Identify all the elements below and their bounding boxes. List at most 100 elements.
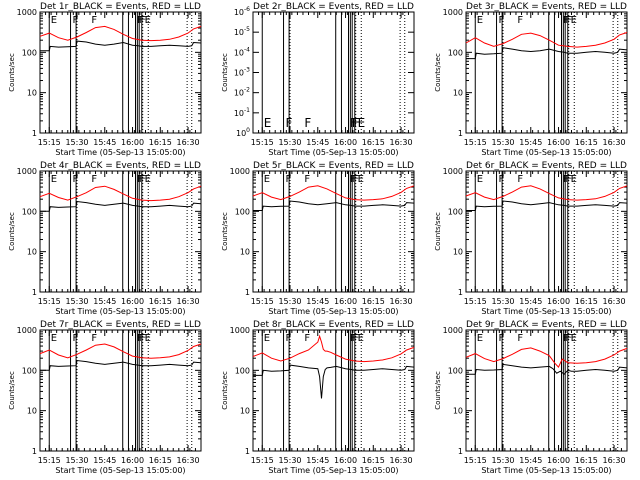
events-series-line bbox=[40, 359, 202, 371]
event-marker-e: E bbox=[264, 174, 270, 185]
y-tick-label: 100 bbox=[22, 207, 37, 216]
panel-title: Det 5r_BLACK = Events, RED = LLD bbox=[253, 161, 414, 171]
y-axis-label: Counts/sec bbox=[221, 371, 229, 410]
lld-series-line bbox=[465, 185, 628, 201]
y-tick-label: 1 bbox=[32, 288, 37, 297]
event-marker-f: F bbox=[567, 15, 573, 26]
y-tick-label: 100 bbox=[448, 207, 463, 216]
x-tick-label: 15:30 bbox=[65, 456, 88, 465]
x-tick-label: 16:00 bbox=[547, 297, 570, 306]
y-tick-label: 1 bbox=[458, 288, 463, 297]
x-tick-label: 16:15 bbox=[362, 138, 385, 147]
x-tick-label: 15:30 bbox=[65, 297, 88, 306]
lld-series-line bbox=[39, 343, 202, 359]
event-marker-e: E bbox=[358, 116, 366, 130]
x-tick-label: 16:30 bbox=[177, 297, 200, 306]
y-tick-label: 100 bbox=[22, 366, 37, 375]
x-tick-label: 16:00 bbox=[334, 456, 357, 465]
x-tick-label: 15:30 bbox=[491, 456, 514, 465]
events-series-line bbox=[253, 364, 415, 399]
event-marker-e: E bbox=[51, 333, 57, 344]
event-marker-f: F bbox=[304, 174, 310, 185]
x-tick-label: 15:45 bbox=[306, 138, 329, 147]
y-tick-label: 100 bbox=[448, 366, 463, 375]
event-marker-e: E bbox=[571, 15, 577, 26]
event-marker-f: F bbox=[565, 333, 571, 344]
y-tick-label: 1000 bbox=[230, 167, 250, 176]
y-tick-label: 10 bbox=[240, 248, 250, 257]
y-tick-label: 10-4 bbox=[234, 46, 250, 57]
panel-title: Det 1r_BLACK = Events, RED = LLD bbox=[40, 2, 201, 12]
x-tick-label: 15:30 bbox=[491, 297, 514, 306]
x-tick-label: 16:30 bbox=[177, 138, 200, 147]
x-tick-label: 16:15 bbox=[575, 138, 598, 147]
x-tick-label: 16:30 bbox=[603, 138, 626, 147]
y-tick-label: 1000 bbox=[17, 8, 37, 17]
event-marker-f: F bbox=[91, 15, 97, 26]
x-tick-label: 15:45 bbox=[519, 456, 542, 465]
event-marker-f: F bbox=[563, 15, 569, 26]
x-tick-label: 15:15 bbox=[251, 297, 274, 306]
y-tick-label: 1 bbox=[458, 447, 463, 456]
x-tick-label: 16:15 bbox=[575, 456, 598, 465]
x-tick-label: 16:00 bbox=[121, 138, 144, 147]
event-marker-f: F bbox=[352, 116, 359, 130]
event-marker-f: F bbox=[354, 116, 361, 130]
x-tick-label: 16:15 bbox=[362, 456, 385, 465]
x-tick-label: 15:30 bbox=[65, 138, 88, 147]
event-marker-f: F bbox=[285, 116, 292, 130]
y-tick-label: 10-1 bbox=[234, 107, 250, 118]
event-marker-f: F bbox=[354, 174, 360, 185]
lld-series-line bbox=[39, 185, 202, 202]
event-marker-f: F bbox=[285, 333, 291, 344]
x-tick-label: 15:45 bbox=[93, 297, 116, 306]
event-marker-e: E bbox=[145, 333, 151, 344]
events-series-line bbox=[466, 200, 628, 211]
x-tick-label: 16:00 bbox=[334, 138, 357, 147]
y-tick-label: 10-2 bbox=[234, 87, 250, 98]
y-tick-label: 100 bbox=[448, 48, 463, 57]
x-axis-label: Start Time (05-Sep-13 15:05:00) bbox=[268, 307, 398, 316]
event-marker-e: E bbox=[477, 333, 483, 344]
x-tick-label: 15:15 bbox=[38, 138, 61, 147]
panel-title: Det 4r_BLACK = Events, RED = LLD bbox=[40, 161, 201, 171]
events-series-line bbox=[40, 40, 202, 52]
y-tick-label: 10 bbox=[453, 407, 463, 416]
x-axis-label: Start Time (05-Sep-13 15:05:00) bbox=[55, 307, 185, 316]
axes-frame bbox=[252, 329, 415, 452]
x-tick-label: 15:45 bbox=[306, 456, 329, 465]
x-tick-label: 16:30 bbox=[390, 138, 413, 147]
x-axis-label: Start Time (05-Sep-13 15:05:00) bbox=[481, 466, 611, 475]
event-marker-f: F bbox=[137, 174, 143, 185]
event-marker-f: F bbox=[139, 15, 145, 26]
lld-series-line bbox=[39, 25, 202, 42]
y-tick-label: 100 bbox=[236, 127, 250, 138]
y-tick-label: 10-5 bbox=[234, 26, 250, 37]
event-marker-e: E bbox=[264, 333, 270, 344]
x-tick-label: 16:00 bbox=[547, 138, 570, 147]
y-tick-label: 1000 bbox=[443, 167, 463, 176]
x-tick-label: 15:15 bbox=[251, 456, 274, 465]
event-marker-f: F bbox=[498, 174, 504, 185]
event-marker-f: F bbox=[563, 333, 569, 344]
event-marker-f: F bbox=[563, 174, 569, 185]
event-marker-f: F bbox=[565, 174, 571, 185]
x-axis-label: Start Time (05-Sep-13 15:05:00) bbox=[481, 148, 611, 157]
x-tick-label: 15:30 bbox=[278, 456, 301, 465]
x-tick-label: 15:45 bbox=[93, 138, 116, 147]
y-axis-label: Counts/sec bbox=[434, 371, 442, 410]
axes-frame bbox=[465, 11, 628, 134]
x-tick-label: 16:30 bbox=[390, 297, 413, 306]
x-tick-label: 16:30 bbox=[603, 297, 626, 306]
x-tick-label: 16:30 bbox=[603, 456, 626, 465]
y-axis-label: Counts/sec bbox=[221, 53, 229, 92]
event-marker-f: F bbox=[517, 15, 523, 26]
panel-det-2: Det 2r_BLACK = Events, RED = LLD 100 10-1 1… bbox=[221, 2, 415, 157]
event-marker-f: F bbox=[567, 333, 573, 344]
x-tick-label: 16:00 bbox=[121, 456, 144, 465]
y-axis-label: Counts/sec bbox=[434, 53, 442, 92]
y-tick-label: 1 bbox=[245, 288, 250, 297]
event-marker-f: F bbox=[498, 15, 504, 26]
event-marker-f: F bbox=[350, 116, 357, 130]
panel-det-1: Det 1r_BLACK = Events, RED = LLD 1 10 100 10… bbox=[8, 2, 202, 157]
